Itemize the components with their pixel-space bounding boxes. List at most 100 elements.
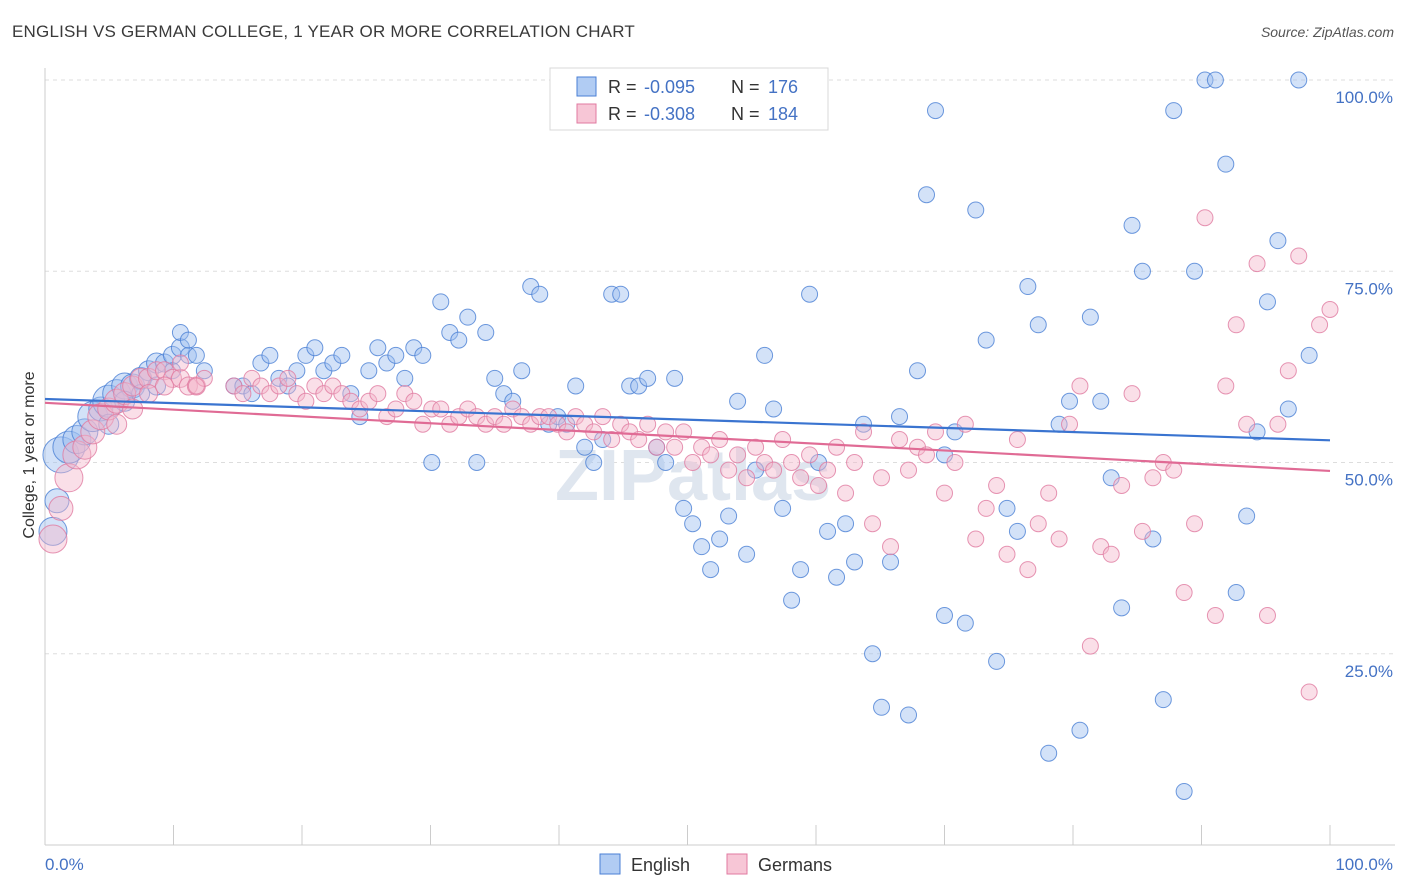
english-point — [1258, 293, 1276, 311]
english-point — [1186, 262, 1204, 280]
english-point — [306, 339, 324, 357]
germans-point — [170, 368, 190, 388]
germans-point — [72, 434, 98, 460]
germans-point — [1175, 584, 1193, 602]
germans-point — [1050, 530, 1068, 548]
english-point — [801, 285, 819, 303]
english-point — [927, 102, 945, 120]
english-point — [44, 488, 70, 514]
english-point — [1019, 278, 1037, 296]
germans-point — [387, 400, 405, 418]
germans-point — [1144, 469, 1162, 487]
germans-point — [1300, 683, 1318, 701]
x-tick-labels: 0.0% 100.0% — [45, 855, 1393, 874]
germans-point — [1071, 377, 1089, 395]
watermark: ZIPatlas — [555, 436, 831, 516]
germans-point — [747, 438, 765, 456]
germans-point — [1248, 255, 1266, 273]
english-point — [1133, 262, 1151, 280]
english-point — [756, 346, 774, 364]
english-point — [612, 285, 630, 303]
english-point — [1217, 155, 1235, 173]
germans-point — [38, 524, 68, 554]
legend-label-english: English — [631, 855, 690, 875]
germans-point — [801, 446, 819, 464]
germans-point — [155, 376, 175, 396]
n-value: 184 — [768, 104, 798, 124]
y-tick-label: 50.0% — [1345, 471, 1393, 490]
germans-point — [138, 367, 160, 389]
english-point — [998, 499, 1016, 517]
trend-lines — [44, 397, 1331, 473]
germans-point — [414, 415, 432, 433]
n-label: N = — [731, 104, 760, 124]
germans-point — [765, 461, 783, 479]
germans-point — [558, 423, 576, 441]
english-point — [1040, 744, 1058, 762]
english-point — [1227, 584, 1245, 602]
english-point — [900, 706, 918, 724]
english-point — [531, 285, 549, 303]
english-point — [432, 293, 450, 311]
r-label: R = — [608, 104, 637, 124]
english-point — [450, 331, 468, 349]
germans-point — [1217, 377, 1235, 395]
bottom-legend: English Germans — [599, 853, 832, 875]
germans-point — [531, 408, 549, 426]
germans-point — [738, 469, 756, 487]
english-point — [720, 507, 738, 525]
y-tick-labels: 25.0% 50.0% 75.0% 100.0% — [1335, 88, 1393, 681]
english-point — [936, 607, 953, 624]
germans-point — [155, 361, 175, 381]
english-point — [977, 331, 995, 349]
chart-title: ENGLISH VS GERMAN COLLEGE, 1 YEAR OR MOR… — [12, 22, 635, 41]
germans-point — [1321, 301, 1339, 318]
english-point — [783, 591, 801, 609]
english-point — [1123, 216, 1141, 234]
english-point — [1029, 316, 1047, 334]
germans-point — [946, 454, 964, 471]
germans-point — [1029, 515, 1047, 533]
english-point — [423, 454, 441, 471]
germans-point — [1061, 415, 1079, 433]
germans-point — [279, 369, 297, 387]
english-point — [1290, 71, 1308, 89]
n-value: 176 — [768, 77, 798, 97]
english-point — [657, 454, 675, 471]
english-point — [387, 346, 405, 364]
english-point — [111, 372, 139, 400]
english-point — [603, 285, 621, 303]
germans-point — [702, 446, 720, 464]
germans-point — [891, 431, 909, 449]
english-point — [666, 369, 684, 387]
germans-point — [54, 463, 84, 493]
germans-point — [810, 476, 828, 494]
germans-point — [1040, 484, 1058, 502]
germans-point — [873, 469, 891, 487]
germans-point — [998, 545, 1016, 563]
germans-point — [106, 413, 128, 435]
germans-point — [1311, 316, 1329, 334]
germans-point — [828, 438, 846, 456]
english-point — [792, 561, 810, 579]
germans-point — [80, 419, 106, 445]
english-swatch — [576, 76, 597, 97]
english-point — [819, 522, 837, 540]
english-point — [1300, 346, 1318, 364]
germans-point — [1196, 209, 1214, 227]
english-point — [1279, 400, 1297, 418]
english-point — [333, 346, 351, 364]
legend-swatch-english — [599, 853, 621, 875]
germans-point — [171, 354, 189, 372]
english-trend-line — [44, 397, 1331, 442]
germans-point — [988, 476, 1006, 494]
english-point — [1175, 782, 1193, 800]
english-point — [1165, 102, 1183, 120]
english-point — [891, 408, 909, 426]
english-point — [909, 362, 927, 380]
germans-point — [297, 392, 315, 410]
germans-point — [967, 530, 985, 548]
legend-label-germans: Germans — [758, 855, 832, 875]
english-point — [261, 346, 279, 364]
english-point — [988, 652, 1006, 670]
